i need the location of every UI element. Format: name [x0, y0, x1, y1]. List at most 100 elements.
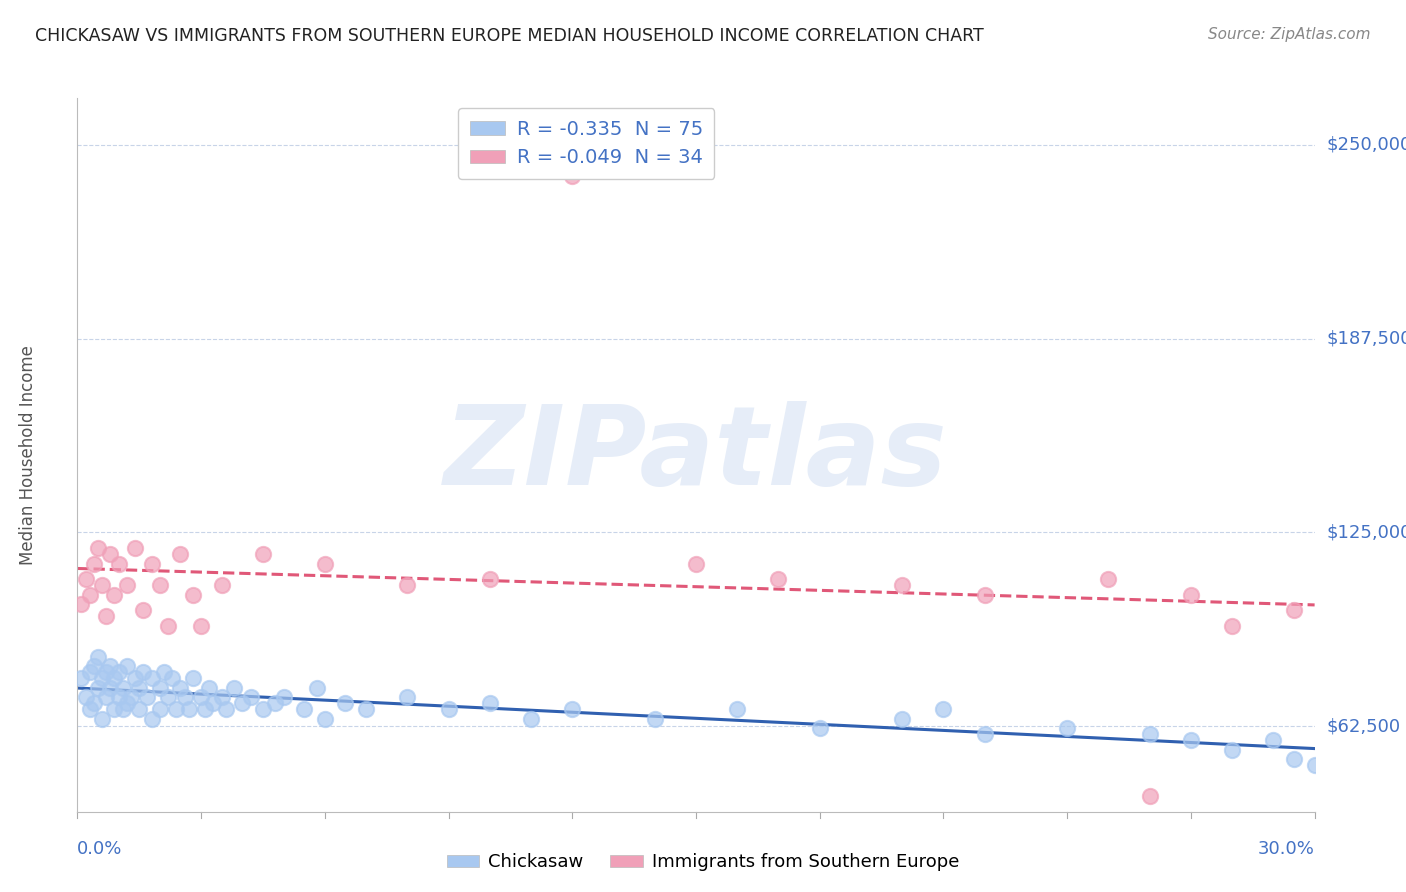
Point	[160, 671, 183, 685]
Point	[132, 665, 155, 679]
Point	[96, 690, 118, 704]
Point	[87, 681, 110, 695]
Point	[561, 169, 583, 183]
Point	[165, 702, 187, 716]
Text: $187,500: $187,500	[1327, 329, 1406, 348]
Point	[211, 578, 233, 592]
Point	[75, 572, 97, 586]
Point	[396, 690, 419, 704]
Point	[1220, 618, 1243, 632]
Text: $125,000: $125,000	[1327, 524, 1406, 541]
Point	[91, 578, 114, 592]
Point	[1139, 727, 1161, 741]
Text: Median Household Income: Median Household Income	[18, 345, 37, 565]
Point	[1097, 572, 1119, 586]
Point	[141, 557, 163, 571]
Point	[1180, 588, 1202, 602]
Point	[83, 659, 105, 673]
Point	[87, 541, 110, 555]
Point	[98, 681, 121, 695]
Point	[264, 696, 287, 710]
Point	[128, 681, 150, 695]
Point	[561, 702, 583, 716]
Point	[115, 578, 138, 592]
Point	[111, 681, 134, 695]
Point	[107, 665, 129, 679]
Point	[194, 702, 217, 716]
Point	[91, 671, 114, 685]
Point	[91, 712, 114, 726]
Point	[79, 702, 101, 716]
Point	[314, 557, 336, 571]
Point	[181, 588, 204, 602]
Point	[335, 696, 357, 710]
Point	[107, 557, 129, 571]
Point	[107, 690, 129, 704]
Point	[136, 690, 159, 704]
Point	[239, 690, 262, 704]
Text: $62,500: $62,500	[1327, 717, 1402, 735]
Legend: R = -0.335  N = 75, R = -0.049  N = 34: R = -0.335 N = 75, R = -0.049 N = 34	[458, 108, 714, 179]
Point	[169, 681, 191, 695]
Point	[177, 702, 200, 716]
Point	[149, 681, 172, 695]
Point	[181, 671, 204, 685]
Point	[231, 696, 253, 710]
Text: Source: ZipAtlas.com: Source: ZipAtlas.com	[1208, 27, 1371, 42]
Point	[252, 547, 274, 561]
Point	[1263, 733, 1285, 747]
Point	[124, 541, 146, 555]
Point	[1282, 752, 1305, 766]
Point	[70, 671, 93, 685]
Point	[215, 702, 238, 716]
Point	[153, 665, 176, 679]
Point	[725, 702, 748, 716]
Point	[1303, 758, 1326, 772]
Point	[128, 702, 150, 716]
Legend: Chickasaw, Immigrants from Southern Europe: Chickasaw, Immigrants from Southern Euro…	[440, 847, 966, 879]
Point	[96, 609, 118, 624]
Point	[891, 578, 914, 592]
Point	[768, 572, 790, 586]
Point	[685, 557, 707, 571]
Point	[520, 712, 543, 726]
Point	[141, 671, 163, 685]
Point	[1139, 789, 1161, 804]
Point	[202, 696, 225, 710]
Point	[124, 671, 146, 685]
Point	[1056, 721, 1078, 735]
Point	[169, 547, 191, 561]
Text: ZIPatlas: ZIPatlas	[444, 401, 948, 508]
Point	[190, 690, 212, 704]
Point	[87, 649, 110, 664]
Point	[173, 690, 195, 704]
Point	[973, 727, 995, 741]
Point	[111, 702, 134, 716]
Point	[354, 702, 377, 716]
Point	[973, 588, 995, 602]
Point	[198, 681, 221, 695]
Point	[1282, 603, 1305, 617]
Point	[396, 578, 419, 592]
Point	[305, 681, 328, 695]
Point	[252, 702, 274, 716]
Point	[932, 702, 955, 716]
Point	[222, 681, 245, 695]
Point	[314, 712, 336, 726]
Point	[644, 712, 666, 726]
Point	[149, 578, 172, 592]
Point	[103, 588, 125, 602]
Text: 0.0%: 0.0%	[77, 839, 122, 857]
Point	[273, 690, 295, 704]
Point	[141, 712, 163, 726]
Point	[478, 696, 501, 710]
Point	[103, 702, 125, 716]
Point	[190, 618, 212, 632]
Point	[75, 690, 97, 704]
Point	[437, 702, 460, 716]
Point	[79, 588, 101, 602]
Point	[70, 597, 93, 611]
Point	[292, 702, 315, 716]
Point	[83, 696, 105, 710]
Point	[115, 696, 138, 710]
